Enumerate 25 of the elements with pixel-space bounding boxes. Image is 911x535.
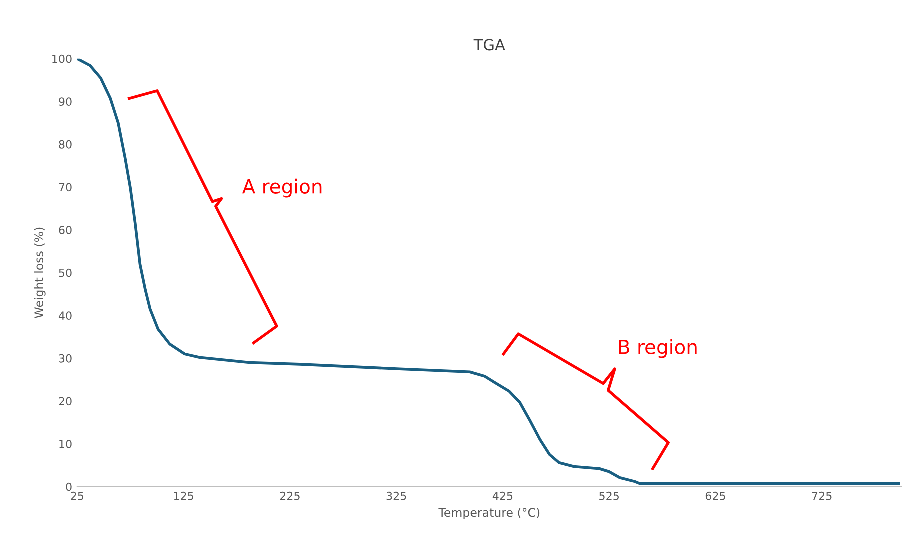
y-tick-label: 70 [59,183,72,192]
y-tick-label: 10 [60,440,72,448]
x-tick-label: 125 [174,492,194,500]
x-tick-label: 225 [280,492,300,500]
annotation: A region [242,178,322,198]
line-series [77,58,900,486]
y-tick-label: 30 [59,354,72,363]
chart-title: TGA [474,39,506,51]
y-tick-label: 20 [59,397,72,406]
y-tick-label: 40 [58,312,72,320]
x-tick-label: 25 [71,492,84,500]
x-axis-title: Temperature (°C) [438,508,540,520]
y-axis-title: Weight loss (%) [34,228,46,318]
y-tick-label: 80 [59,140,72,149]
x-tick-label: 425 [492,492,513,500]
x-tick-label: 625 [706,492,726,500]
x-tick-label: 725 [812,492,832,500]
y-tick-label: 90 [59,98,72,106]
y-tick-label: 0 [66,482,72,492]
annotation: B region [619,339,697,358]
y-tick-label: 50 [59,268,72,278]
x-tick-label: 525 [600,492,619,500]
y-tick-label: 100 [52,54,72,64]
y-tick-label: 60 [59,226,72,234]
x-tick-label: 325 [386,492,406,500]
